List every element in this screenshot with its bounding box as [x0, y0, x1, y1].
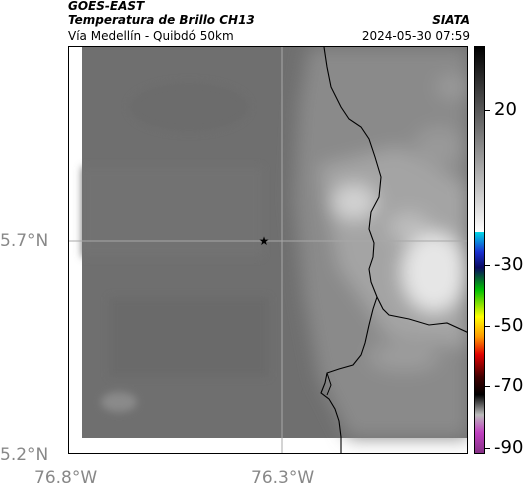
cloud-mass — [294, 47, 467, 438]
product-title: Temperatura de Brillo CH13 — [68, 13, 255, 27]
border-line — [323, 47, 467, 333]
colorbar — [474, 46, 485, 454]
colorbar-tick — [485, 386, 490, 387]
colorbar-label: -70 — [494, 375, 524, 396]
map-image: ★ — [69, 47, 467, 453]
cloud-texture — [82, 82, 269, 412]
region-subtitle: Vía Medellín - Quibdó 50km — [68, 29, 234, 43]
coastline-detail — [326, 372, 332, 396]
lon-label-1: 76.8°W — [34, 468, 98, 488]
colorbar-tick — [485, 110, 490, 111]
colorbar-label: -50 — [494, 315, 524, 336]
colorbar-label: 20 — [494, 99, 517, 120]
satellite-map[interactable]: ★ — [68, 46, 468, 454]
colorbar-label: -90 — [494, 437, 524, 458]
colorbar-tick — [485, 326, 490, 327]
colorbar-label: -30 — [494, 254, 524, 275]
lon-label-2: 76.3°W — [251, 468, 315, 488]
colorbar-tick — [485, 265, 490, 266]
star-icon: ★ — [259, 234, 270, 248]
lat-label-2: 5.2°N — [0, 445, 49, 465]
lat-label-1: 5.7°N — [0, 231, 49, 251]
satellite-title: GOES-EAST — [68, 0, 145, 13]
timestamp-label: 2024-05-30 07:59 — [361, 29, 470, 43]
organization-label: SIATA — [432, 13, 470, 27]
colorbar-tick — [485, 448, 490, 449]
